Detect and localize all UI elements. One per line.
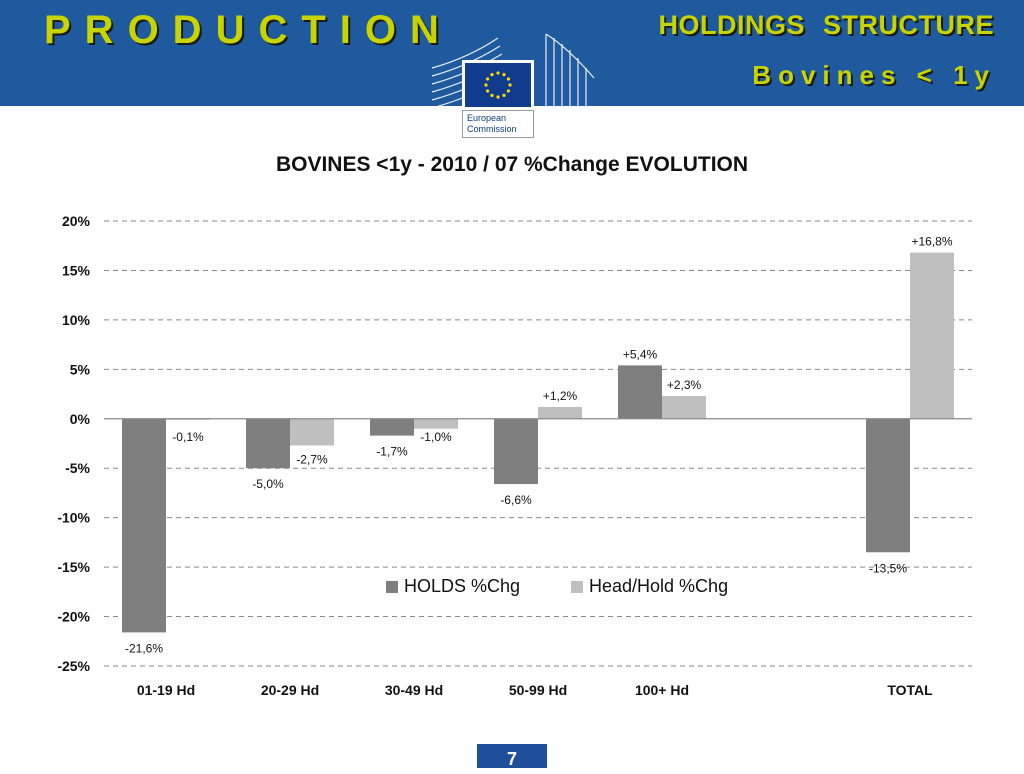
data-label: +2,3%: [667, 378, 702, 392]
bar: [494, 418, 538, 485]
commission-label: European Commission: [462, 110, 534, 138]
legend-swatch: [386, 581, 398, 593]
bar-chart: 20% 15% 10% 5% 0% -5% -10% -15% -20% -25% -21,6% -0…: [57, 213, 972, 698]
y-tick-label: 20%: [62, 213, 91, 229]
y-tick-label: 5%: [70, 361, 91, 377]
legend-swatch: [571, 581, 583, 593]
y-tick-label: -20%: [57, 609, 90, 625]
data-label: -1,0%: [420, 430, 452, 444]
bar: [866, 418, 910, 553]
data-label: -2,7%: [296, 452, 328, 466]
holdings-structure-title: HOLDINGS STRUCTURE: [658, 10, 994, 40]
bar: [246, 418, 290, 469]
x-tick-label: 30-49 Hd: [385, 682, 443, 698]
data-label: -21,6%: [125, 641, 163, 655]
y-tick-label: 15%: [62, 262, 91, 278]
y-tick-label: -25%: [57, 658, 90, 674]
y-tick-label: -10%: [57, 510, 90, 526]
european-commission-logo: [431, 33, 595, 110]
bar: [618, 365, 662, 419]
bar: [910, 252, 954, 419]
data-label: -0,1%: [172, 430, 204, 444]
y-tick-label: 0%: [70, 411, 91, 427]
data-label: -1,7%: [376, 445, 408, 459]
x-tick-label: 01-19 Hd: [137, 682, 195, 698]
data-label: +16,8%: [911, 235, 952, 249]
chart-title: BOVINES <1y - 2010 / 07 %Change EVOLUTIO…: [275, 153, 749, 176]
x-tick-label: 20-29 Hd: [261, 682, 319, 698]
bar: [370, 418, 414, 436]
page-number: 7: [477, 744, 547, 769]
production-title: PRODUCTION: [44, 8, 453, 52]
x-tick-label: 50-99 Hd: [509, 682, 567, 698]
commission-label-line2: Commission: [467, 124, 517, 134]
commission-label-line1: European: [467, 113, 507, 123]
x-tick-label: TOTAL: [887, 682, 933, 698]
legend-label: Head/Hold %Chg: [589, 576, 728, 596]
eu-stars-icon: [484, 71, 512, 99]
bovines-subtitle: Bovines < 1y: [752, 60, 996, 90]
y-tick-label: -15%: [57, 559, 90, 575]
data-label: -6,6%: [500, 493, 532, 507]
y-tick-label: 10%: [62, 312, 91, 328]
data-label: -5,0%: [252, 477, 284, 491]
bar: [538, 406, 582, 419]
data-label: +1,2%: [543, 389, 578, 403]
bar: [290, 418, 334, 446]
bar: [414, 418, 458, 429]
bar: [662, 396, 706, 419]
x-tick-label: 100+ Hd: [635, 682, 689, 698]
data-label: +5,4%: [623, 347, 658, 361]
bar: [122, 418, 166, 633]
data-label: -13,5%: [869, 561, 907, 575]
y-tick-label: -5%: [65, 460, 90, 476]
legend-label: HOLDS %Chg: [404, 576, 520, 596]
